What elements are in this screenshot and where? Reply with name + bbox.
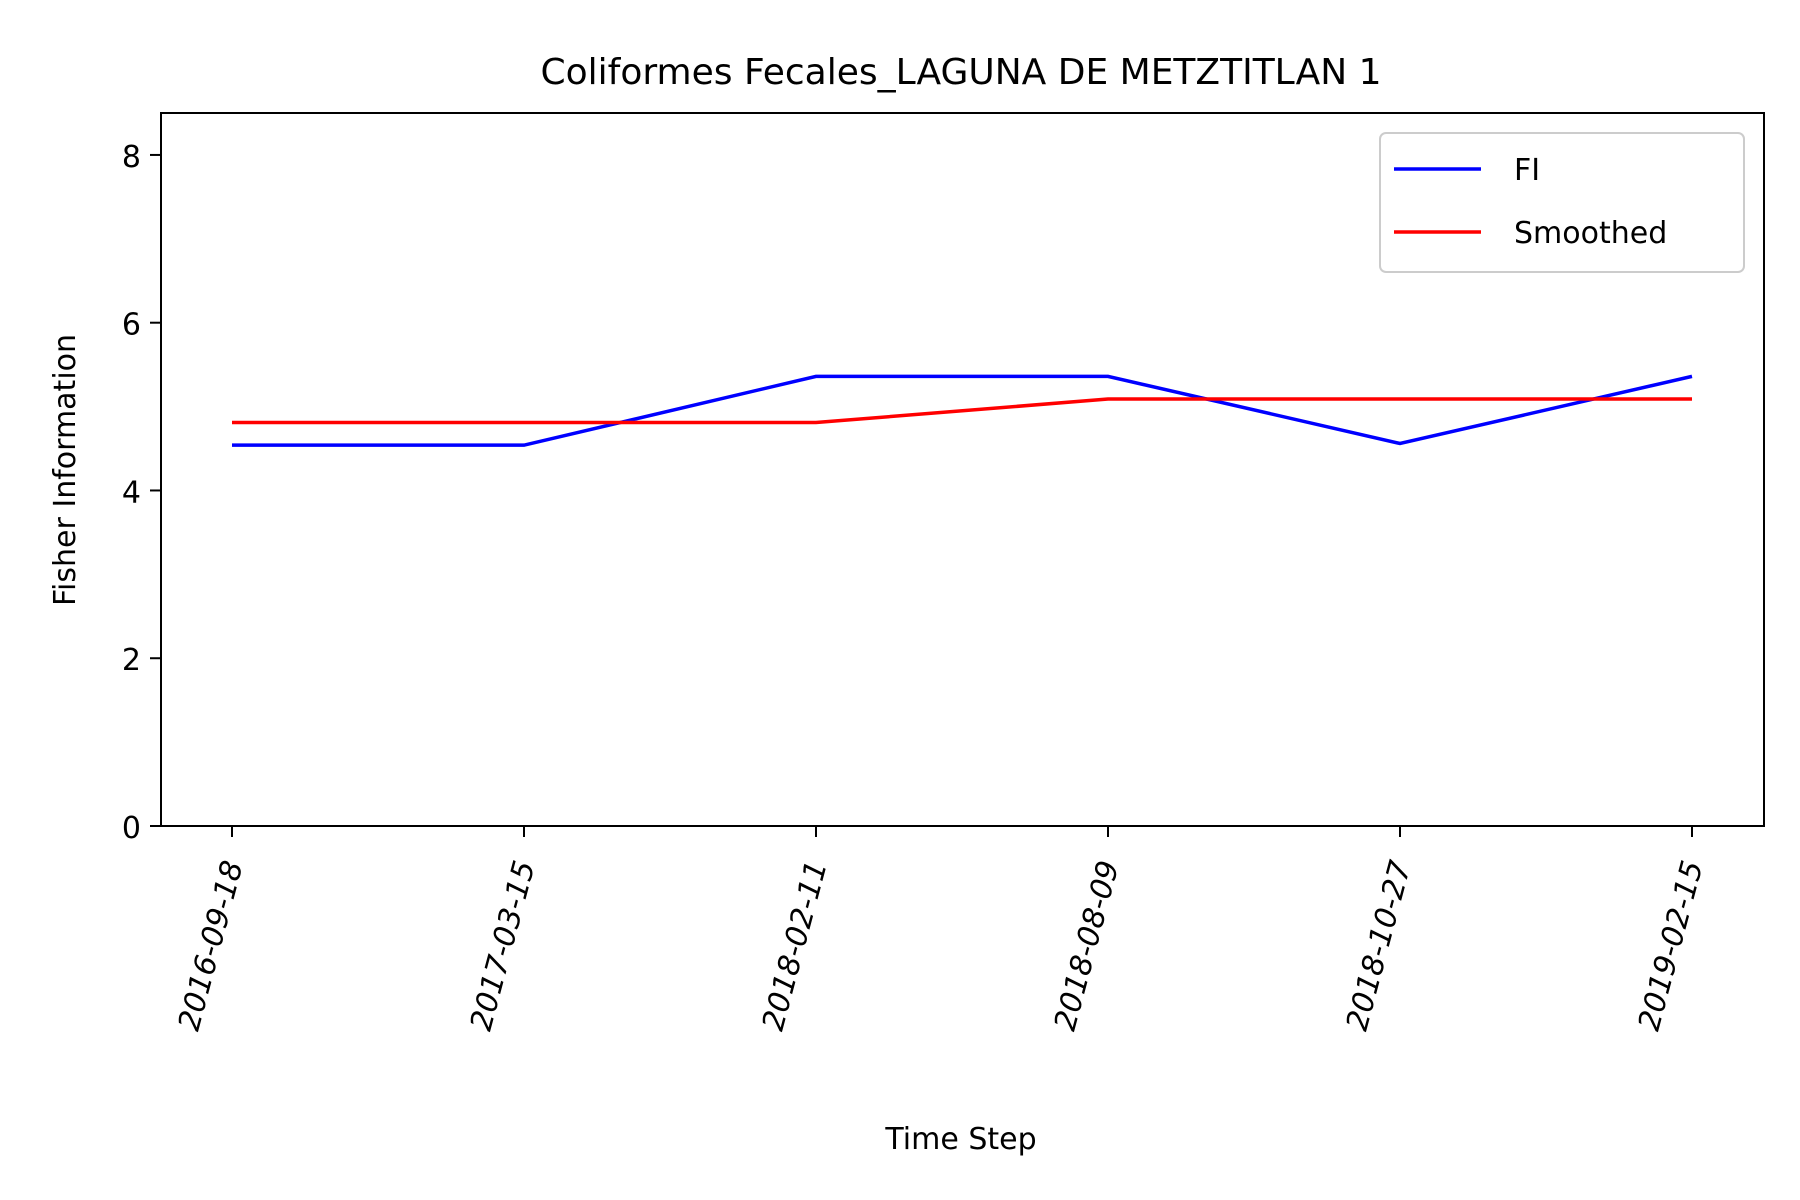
y-axis-label: Fisher Information <box>48 334 83 606</box>
y-tick-label: 8 <box>122 140 141 175</box>
x-tick-label: 2018-08-09 <box>1048 857 1127 1034</box>
x-axis-label: Time Step <box>884 1122 1036 1157</box>
y-tick-label: 2 <box>122 643 141 678</box>
chart-title: Coliformes Fecales_LAGUNA DE METZTITLAN … <box>541 52 1382 93</box>
x-tick-label: 2018-10-27 <box>1340 857 1419 1034</box>
legend: FI Smoothed <box>1379 132 1745 273</box>
y-tick-label: 6 <box>122 308 141 343</box>
axes-frame <box>160 112 1765 827</box>
x-axis: 2016-09-18 2017-03-15 2018-02-11 2018-08-09… <box>172 826 1711 1034</box>
y-tick-label: 0 <box>122 811 141 846</box>
x-tick-label: 2016-09-18 <box>172 857 251 1034</box>
plot-area <box>231 374 1693 447</box>
series-line-smoothed <box>232 397 1692 425</box>
x-tick-label: 2017-03-15 <box>464 857 543 1034</box>
series-line-fi <box>232 374 1693 447</box>
x-tick-label: 2019-02-15 <box>1632 857 1711 1034</box>
legend-box <box>1379 132 1745 273</box>
legend-label: Smoothed <box>1514 216 1667 251</box>
x-tick-label: 2018-02-11 <box>756 857 835 1034</box>
y-tick-label: 4 <box>122 475 141 510</box>
legend-label: FI <box>1514 153 1540 188</box>
y-axis: 0 2 4 6 8 <box>122 140 161 846</box>
